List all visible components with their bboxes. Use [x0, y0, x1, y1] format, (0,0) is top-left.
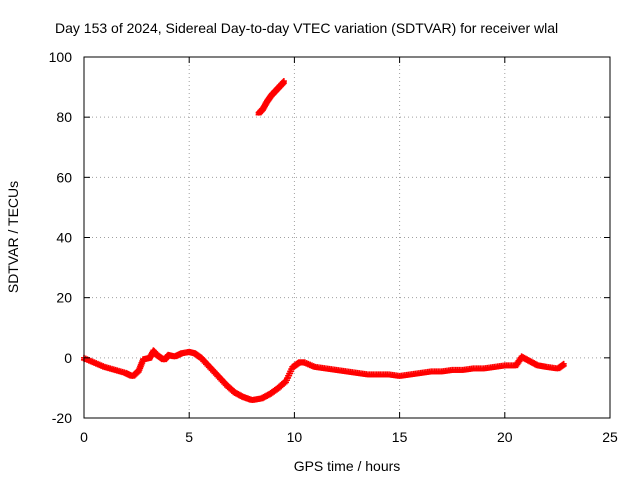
x-tick-label: 20: [497, 429, 513, 445]
data-point: [280, 78, 287, 85]
chart-title: Day 153 of 2024, Sidereal Day-to-day VTE…: [55, 20, 558, 36]
x-tick-label: 0: [80, 429, 88, 445]
grid-lines: [84, 57, 610, 418]
y-axis-label: SDTVAR / TECUs: [5, 181, 21, 293]
y-tick-label: 40: [56, 230, 72, 246]
axis-ticks: 0 5 10 15 20 25 -20 0 20 40 60 80 100: [49, 49, 618, 445]
y-tick-label: 60: [56, 169, 72, 185]
data-series: [81, 78, 567, 403]
x-tick-label: 25: [602, 429, 618, 445]
x-axis-label: GPS time / hours: [294, 458, 401, 474]
x-tick-label: 15: [392, 429, 408, 445]
x-tick-label: 5: [185, 429, 193, 445]
y-tick-label: 0: [64, 350, 72, 366]
y-tick-label: 80: [56, 109, 72, 125]
y-tick-label: 20: [56, 290, 72, 306]
y-tick-label: -20: [52, 410, 72, 426]
data-point: [560, 360, 567, 367]
y-tick-label: 100: [49, 49, 73, 65]
x-tick-label: 10: [287, 429, 303, 445]
